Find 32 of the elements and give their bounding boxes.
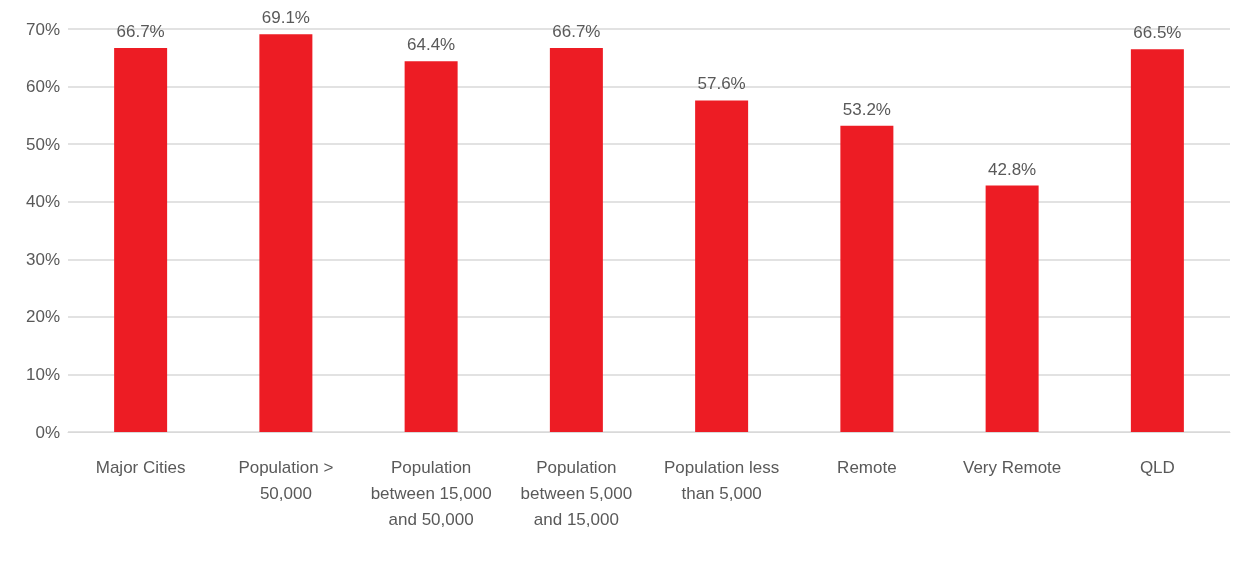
data-label: 64.4% [407, 35, 456, 55]
x-tick-label: Population > 50,000 [238, 457, 334, 503]
bar [404, 61, 458, 432]
x-tick-label: Major Cities [95, 457, 186, 477]
x-tick-label: Very Remote [962, 457, 1062, 477]
bar [114, 48, 168, 432]
bar [985, 185, 1039, 432]
y-tick-label: 40% [25, 192, 60, 212]
y-tick-label: 10% [25, 364, 60, 384]
x-tick-label: Population between 5,000 and 15,000 [520, 457, 633, 529]
y-tick-label: 70% [25, 19, 60, 39]
bar [1130, 49, 1184, 432]
bar [840, 125, 894, 432]
bar [695, 100, 749, 432]
data-label: 66.7% [116, 22, 165, 41]
x-tick-label: QLD [1139, 457, 1175, 477]
y-tick-label: 0% [35, 422, 60, 442]
data-label: 66.7% [552, 22, 601, 41]
data-label: 42.8% [988, 159, 1037, 179]
data-label: 69.1% [261, 8, 310, 28]
data-label: 57.6% [697, 74, 746, 94]
x-tick-label: Population less than 5,000 [663, 457, 780, 503]
data-label: 53.2% [842, 99, 891, 119]
x-tick-label: Remote [837, 457, 897, 477]
y-tick-label: 50% [25, 134, 60, 154]
y-tick-label: 60% [25, 77, 60, 97]
bar [549, 48, 603, 432]
x-tick-label: Population between 15,000 and 50,000 [370, 457, 492, 529]
data-label: 66.5% [1133, 23, 1182, 43]
y-tick-label: 30% [25, 249, 60, 269]
y-tick-label: 20% [25, 307, 60, 327]
bar [259, 34, 313, 432]
